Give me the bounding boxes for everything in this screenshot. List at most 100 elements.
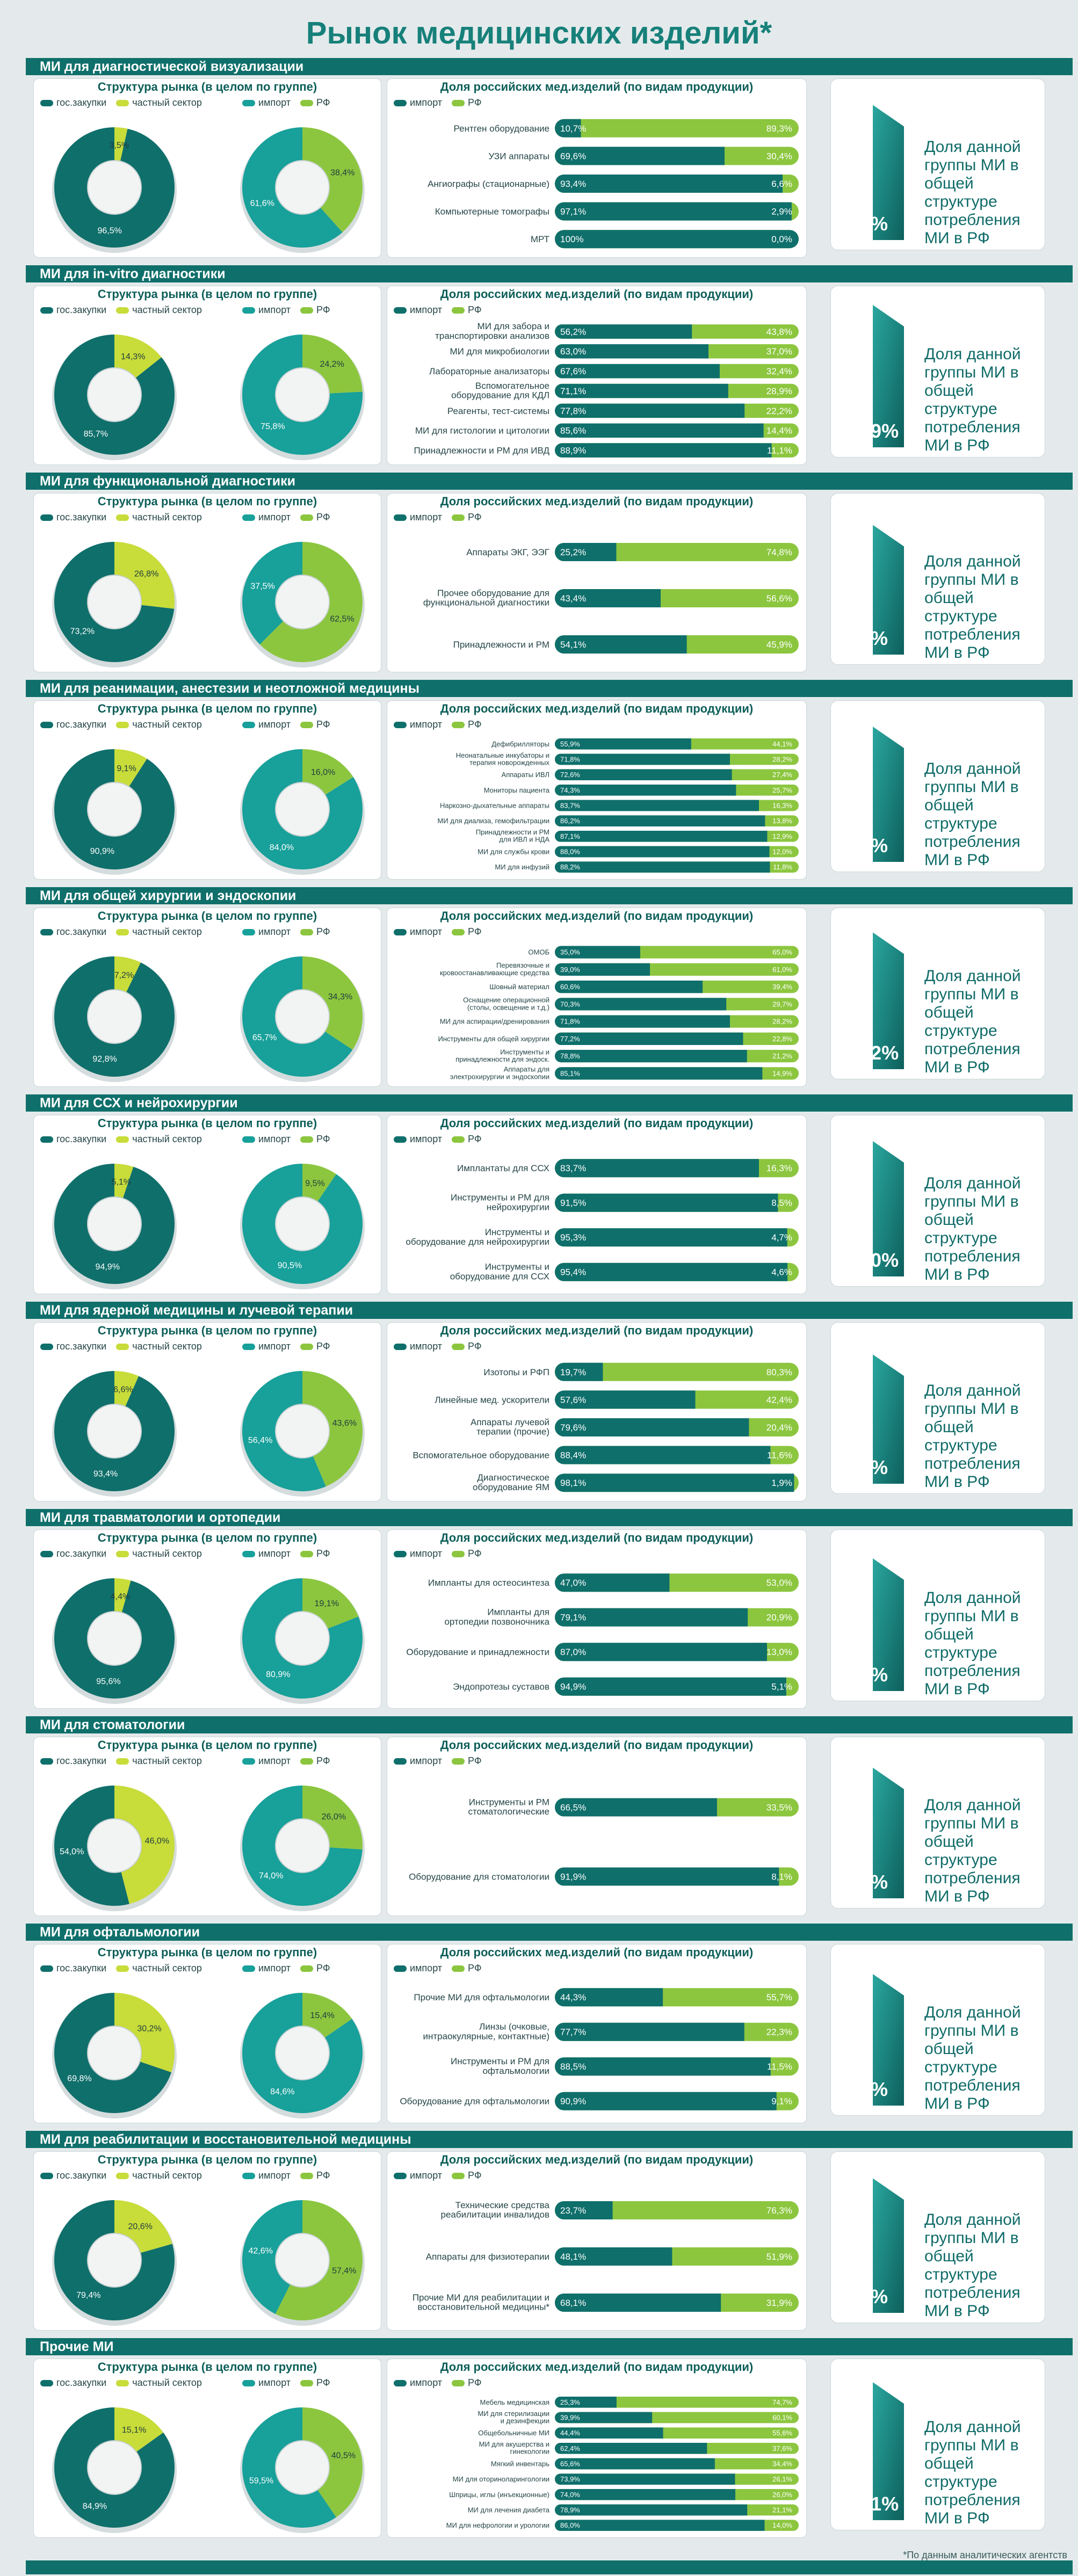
bar-category-label: МИ для акушерства и гинекологии bbox=[479, 2440, 549, 2456]
legend-label: частный сектор bbox=[132, 304, 202, 315]
legend-swatch bbox=[300, 514, 314, 521]
bar-import-edge bbox=[611, 2397, 617, 2408]
bar-category-label: Вспомогательное оборудование для КДЛ bbox=[451, 381, 549, 401]
bar-import-edge bbox=[761, 1446, 771, 1464]
share-panel: 1,2% Доля данной группы МИ в общей структ… bbox=[830, 493, 1045, 665]
donut-label-major: 84,0% bbox=[270, 843, 294, 852]
bar-import-value: 44,4% bbox=[560, 2429, 580, 2437]
legend-label: импорт bbox=[410, 2170, 443, 2181]
bar-import-value: 87,1% bbox=[560, 832, 580, 840]
bars-legend-item: импорт bbox=[394, 304, 442, 316]
bar-rf-value: 51,9% bbox=[766, 2252, 792, 2262]
donut-hole bbox=[87, 989, 142, 1044]
donut-label-minor: 24,2% bbox=[320, 360, 344, 369]
donut-slice-major bbox=[54, 749, 175, 869]
origin-bars-panel: Доля российских мед.изделий (по видам пр… bbox=[387, 908, 807, 1087]
legend-swatch bbox=[300, 2380, 314, 2387]
legend-label: РФ bbox=[468, 2170, 482, 2181]
bars-legend-item: импорт bbox=[394, 2377, 442, 2389]
donut-label-minor: 4,4% bbox=[111, 1592, 130, 1601]
bar-import-edge bbox=[785, 1474, 794, 1492]
bar-import-edge bbox=[778, 1228, 787, 1247]
legend-label: РФ bbox=[468, 304, 482, 315]
bar-import bbox=[555, 1643, 767, 1661]
bar-import bbox=[555, 2427, 663, 2439]
bar-import-value: 66,5% bbox=[560, 1802, 586, 1812]
bar-rf-value: 27,4% bbox=[772, 771, 792, 779]
legend-label: РФ bbox=[468, 1134, 482, 1144]
share-description: Доля данной группы МИ в общей структуре … bbox=[924, 760, 1021, 869]
bar-import-edge bbox=[764, 846, 770, 858]
legend-label: РФ bbox=[316, 719, 330, 730]
bar-rf-value: 60,1% bbox=[772, 2414, 792, 2422]
bars-legend-item: импорт bbox=[394, 1755, 442, 1767]
donut-label-minor: 3,5% bbox=[110, 141, 129, 150]
section-header: МИ для травматологии и ортопедии bbox=[26, 1509, 1073, 1526]
donut-slice-major bbox=[242, 2407, 336, 2528]
bars-legend: импорт РФ bbox=[394, 1548, 491, 1559]
bars-panel-title: Доля российских мед.изделий (по видам пр… bbox=[440, 2153, 754, 2166]
structure-legend-item: частный сектор bbox=[116, 2170, 202, 2181]
bar-import-value: 87,0% bbox=[560, 1647, 586, 1657]
donut-label-minor: 9,5% bbox=[305, 1179, 324, 1188]
donut-slice-major bbox=[54, 335, 175, 455]
bar-import-value: 65,6% bbox=[560, 2460, 580, 2468]
origin-legend: импорт РФ bbox=[242, 2170, 340, 2181]
structure-legend-item: гос.закупки bbox=[40, 2170, 106, 2181]
origin-legend-item: РФ bbox=[300, 1755, 330, 1767]
bar-rf-value: 4,6% bbox=[771, 1267, 792, 1278]
share-gauge: 8,8% bbox=[844, 2178, 904, 2313]
bar-import bbox=[555, 753, 730, 765]
share-ribbon bbox=[873, 105, 904, 240]
bar-category-label: Импланты для ортопедии позвоночника bbox=[444, 1607, 549, 1627]
structure-panel: Структура рынка (в целом по группе) гос.з… bbox=[33, 78, 381, 258]
bar-category-label: УЗИ аппараты bbox=[489, 151, 550, 161]
origin-legend-item: РФ bbox=[300, 2170, 330, 2181]
bar-import-value: 74,3% bbox=[560, 786, 580, 794]
bars-legend-item: РФ bbox=[452, 719, 482, 730]
bar-import-value: 72,6% bbox=[560, 771, 580, 779]
bar-import-value: 79,1% bbox=[560, 1613, 586, 1623]
bar-import-edge bbox=[767, 2092, 777, 2110]
legend-swatch bbox=[40, 1758, 53, 1765]
donut-label-major: 85,7% bbox=[84, 430, 108, 439]
structure-legend: гос.закупки частный сектор bbox=[40, 719, 212, 730]
bar-rf-value: 22,3% bbox=[766, 2027, 792, 2037]
legend-label: импорт bbox=[258, 1341, 291, 1352]
legend-label: РФ bbox=[468, 1755, 482, 1766]
donut-label-major: 75,8% bbox=[261, 422, 285, 431]
bars-legend-item: РФ bbox=[452, 1341, 482, 1352]
bar-import-edge bbox=[757, 1643, 767, 1661]
bar-import-edge bbox=[652, 589, 661, 607]
legend-label: импорт bbox=[258, 2170, 291, 2181]
legend-label: РФ bbox=[316, 1341, 330, 1352]
donut-label-major: 61,6% bbox=[250, 199, 274, 208]
legend-label: импорт bbox=[410, 1341, 443, 1352]
donut-slice-minor bbox=[114, 2200, 172, 2253]
bar-category-label: Шприцы, иглы (инъекционные) bbox=[449, 2491, 549, 2499]
bar-category-label: Компьютерные томографы bbox=[435, 207, 549, 217]
bar-import-value: 69,6% bbox=[560, 151, 586, 161]
bar-import bbox=[555, 785, 736, 796]
origin-legend-item: РФ bbox=[300, 719, 330, 730]
origin-legend: импорт РФ bbox=[242, 1548, 340, 1559]
share-panel: 9,9% Доля данной группы МИ в общей структ… bbox=[830, 700, 1045, 872]
donut-label-major: 80,9% bbox=[266, 1670, 290, 1679]
legend-swatch bbox=[452, 722, 465, 729]
legend-swatch bbox=[116, 1551, 129, 1558]
bar-import-edge bbox=[762, 831, 768, 842]
structure-legend-item: гос.закупки bbox=[40, 1963, 106, 1974]
bar-import bbox=[555, 543, 617, 561]
bar-category-label: Технические средства реабилитации инвалид… bbox=[440, 2200, 549, 2220]
structure-donuts: 90,9% 9,1% 84,0% 16,0% bbox=[52, 749, 365, 875]
bars-legend: импорт РФ bbox=[394, 1963, 491, 1974]
structure-legend-item: частный сектор bbox=[116, 1134, 202, 1145]
structure-legend-item: частный сектор bbox=[116, 1341, 202, 1352]
bar-import-edge bbox=[660, 1573, 670, 1592]
legend-swatch bbox=[300, 1551, 314, 1558]
bar-import-edge bbox=[730, 785, 736, 796]
origin-legend-item: импорт bbox=[242, 926, 291, 938]
bar-rf-value: 11,6% bbox=[767, 1450, 792, 1461]
bars-legend-item: импорт bbox=[394, 1963, 442, 1974]
origin-legend-item: импорт bbox=[242, 1548, 291, 1559]
